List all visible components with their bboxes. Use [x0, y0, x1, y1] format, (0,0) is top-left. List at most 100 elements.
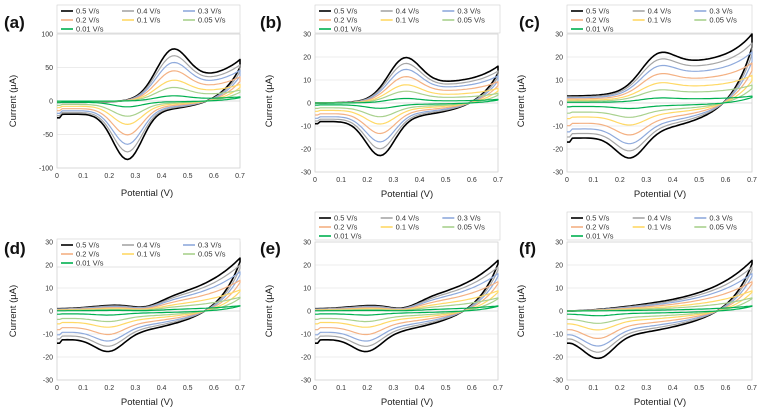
panel-f: (f) -30 -20 -10 0 10 20 30 0 0.1 0.2 0.3 0.4 0.5 0.6 0.…	[516, 211, 757, 408]
legend-entry: 0.2 V/s	[76, 250, 100, 259]
legend-entry: 0.5 V/s	[76, 7, 100, 16]
legend-entry: 0.01 V/s	[76, 259, 104, 268]
x-axis-title: Potential (V)	[381, 397, 433, 408]
cv-curve	[314, 281, 499, 336]
legend-entry: 0.3 V/s	[198, 7, 222, 16]
legend-entry: 0.1 V/s	[648, 16, 672, 25]
y-tick-label: 0	[559, 101, 563, 108]
y-tick-label: 20	[303, 263, 311, 270]
x-tick-label: 0.7	[493, 177, 503, 184]
x-tick-label: 0.1	[78, 385, 88, 392]
x-tick-label: 0.5	[183, 385, 193, 392]
cv-curve	[567, 62, 753, 136]
y-axis-title: Current (µA)	[264, 75, 275, 127]
legend-entry: 0.05 V/s	[457, 223, 485, 232]
cv-curve	[57, 257, 241, 353]
legend-entry: 0.05 V/s	[709, 223, 737, 232]
cv-curve	[57, 289, 241, 328]
cv-curve	[56, 279, 241, 336]
legend-entry: 0.1 V/s	[396, 223, 420, 232]
legend-entry: 0.5 V/s	[334, 7, 358, 16]
y-tick-label: 20	[303, 55, 311, 62]
y-tick-label: 20	[45, 263, 53, 270]
y-tick-label: 10	[555, 286, 563, 293]
y-tick-label: -10	[553, 124, 563, 131]
legend-entry: 0.5 V/s	[586, 7, 610, 16]
cv-curve	[315, 56, 499, 157]
x-tick-label: 0.7	[747, 385, 757, 392]
x-tick-label: 0.2	[104, 173, 114, 180]
legend-entry: 0.3 V/s	[709, 7, 733, 16]
y-tick-label: 50	[45, 65, 53, 72]
cv-curve	[57, 264, 241, 347]
legend-entry: 0.1 V/s	[396, 16, 420, 25]
y-tick-label: -10	[301, 124, 311, 131]
legend-entry: 0.4 V/s	[648, 7, 672, 16]
cv-curve	[315, 76, 499, 135]
panel-e: (e) -30 -20 -10 0 10 20 30 0 0.1 0.2 0.3 0.4 0.5 0.6 0.…	[260, 211, 503, 408]
panel-d: (d) -30 -20 -10 0 10 20 30 0 0.1 0.2 0.3 0.4 0.5 0.6 0.…	[4, 238, 245, 408]
legend-entry: 0.01 V/s	[334, 232, 362, 241]
x-tick-label: 0.4	[157, 173, 167, 180]
y-tick-label: 30	[555, 240, 563, 247]
legend-box	[56, 4, 241, 34]
panel-a: (a) -100 -50 0 50 100 0 0.1 0.2 0.3 0.4 0.5 0.6 0.7 Po…	[4, 4, 245, 199]
legend-entry: 0.5 V/s	[334, 214, 358, 223]
x-tick-label: 0.7	[493, 385, 503, 392]
x-axis-title: Potential (V)	[634, 189, 686, 200]
y-tick-label: -20	[553, 355, 563, 362]
cv-curve	[315, 297, 499, 323]
y-axis-title: Current (µA)	[516, 75, 527, 127]
y-tick-label: 20	[555, 55, 563, 62]
cv-curve	[567, 95, 753, 110]
x-tick-label: 0.5	[694, 385, 704, 392]
legend-entry: 0.2 V/s	[76, 16, 100, 25]
legend-entry: 0.2 V/s	[586, 16, 610, 25]
legend-entry: 0.5 V/s	[76, 241, 100, 250]
x-tick-label: 0.4	[668, 177, 678, 184]
cv-curve	[567, 51, 753, 145]
y-tick-label: 10	[45, 286, 53, 293]
x-tick-label: 0.6	[721, 177, 731, 184]
legend-box	[56, 238, 241, 268]
x-tick-label: 0.7	[747, 177, 757, 184]
x-tick-label: 0.6	[721, 385, 731, 392]
x-tick-label: 0.4	[668, 385, 678, 392]
x-tick-label: 0.4	[415, 385, 425, 392]
y-tick-label: -30	[43, 378, 53, 385]
legend-entry: 0.3 V/s	[198, 241, 222, 250]
y-tick-label: 30	[303, 240, 311, 247]
cv-curve	[315, 90, 499, 118]
y-tick-label: 0	[49, 309, 53, 316]
legend-entry: 0.01 V/s	[334, 25, 362, 34]
cv-curve	[567, 42, 753, 152]
y-tick-label: -20	[301, 355, 311, 362]
x-tick-label: 0.6	[467, 177, 477, 184]
cv-curve	[315, 273, 499, 342]
y-tick-label: 30	[303, 32, 311, 39]
legend-entry: 0.05 V/s	[198, 250, 226, 259]
legend-entry: 0.4 V/s	[396, 214, 420, 223]
x-tick-label: 0.3	[131, 385, 141, 392]
cv-curve	[315, 305, 499, 316]
y-tick-label: -10	[553, 332, 563, 339]
legend-entry: 0.2 V/s	[334, 16, 358, 25]
legend-box	[566, 211, 753, 241]
x-tick-label: 0.5	[441, 385, 451, 392]
legend-entry: 0.05 V/s	[709, 16, 737, 25]
cv-curve	[567, 33, 753, 159]
y-tick-label: -100	[39, 166, 53, 173]
y-axis-title: Current (µA)	[264, 285, 275, 337]
legend-entry: 0.01 V/s	[586, 232, 614, 241]
legend-entry: 0.4 V/s	[396, 7, 420, 16]
cv-curve	[315, 97, 499, 109]
x-tick-label: 0.1	[336, 177, 346, 184]
legend-entry: 0.2 V/s	[334, 223, 358, 232]
y-tick-label: 0	[559, 309, 563, 316]
x-tick-label: 0.5	[694, 177, 704, 184]
legend-entry: 0.5 V/s	[586, 214, 610, 223]
y-tick-label: -30	[553, 170, 563, 177]
cv-curve	[567, 297, 753, 324]
y-tick-label: -10	[43, 332, 53, 339]
x-tick-label: 0.2	[104, 385, 114, 392]
